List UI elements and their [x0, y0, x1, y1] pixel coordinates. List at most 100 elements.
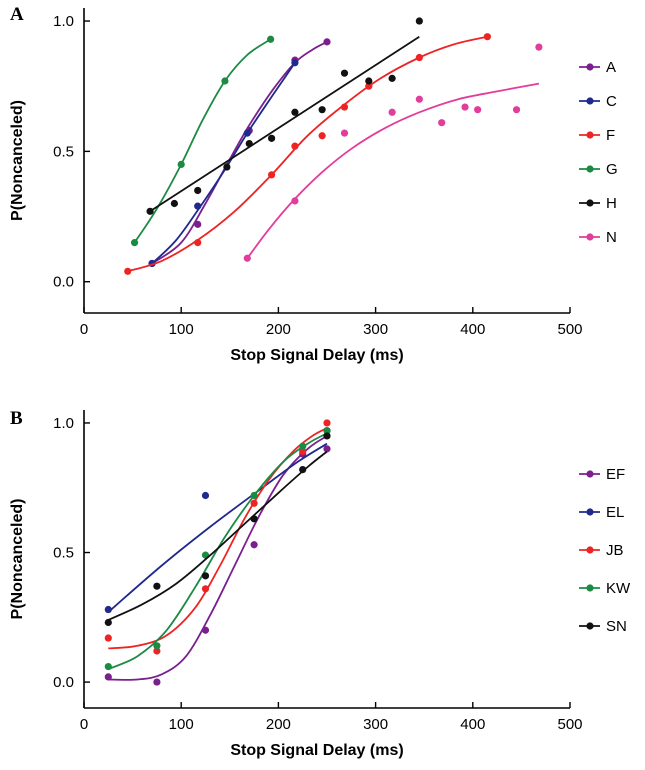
legend-label-ef: EF	[606, 466, 625, 483]
data-point-ef	[153, 678, 161, 686]
data-point-h	[340, 69, 349, 77]
legend-swatch-marker	[586, 233, 594, 241]
data-point-sn	[201, 572, 210, 580]
data-point-kw	[153, 642, 161, 650]
data-point-h	[194, 186, 202, 195]
fit-curve-g	[133, 38, 272, 244]
data-point-c	[291, 59, 299, 67]
x-tick-label: 0	[80, 716, 88, 733]
panel-a-letter: A	[10, 4, 24, 25]
data-point-f	[291, 142, 299, 150]
data-point-ef	[104, 673, 112, 681]
data-point-c	[243, 129, 251, 137]
data-point-h	[170, 199, 178, 208]
panel-a-chart: 0 100 200 300 400 500 0.0 0.5 1.0 Stop Signal Del…	[9, 8, 618, 364]
data-point-f	[267, 171, 276, 179]
panel-b-letter: B	[10, 408, 23, 429]
legend-swatch-marker	[586, 131, 594, 139]
data-point-n	[388, 108, 396, 116]
data-point-n	[438, 119, 446, 127]
data-point-kw	[104, 662, 112, 671]
x-tick-label: 300	[363, 716, 388, 733]
data-point-h	[415, 17, 423, 25]
legend-swatch-marker	[586, 63, 594, 71]
data-point-ef	[323, 445, 331, 453]
legend-label-n: N	[606, 229, 617, 246]
x-tick-label: 400	[460, 716, 485, 733]
data-point-h	[146, 207, 154, 215]
y-tick-label: 0.5	[53, 143, 74, 160]
data-point-jb	[201, 585, 210, 593]
data-point-h	[318, 106, 326, 114]
x-tick-label: 200	[266, 321, 291, 338]
x-tick-label: 0	[80, 321, 88, 338]
y-tick-label: 0.0	[53, 674, 74, 691]
data-point-n	[535, 43, 543, 51]
data-point-a	[323, 38, 331, 46]
y-tick-label: 1.0	[53, 13, 74, 30]
data-point-el	[104, 605, 112, 614]
y-tick-label: 0.0	[53, 274, 74, 291]
data-point-f	[365, 82, 373, 90]
x-axis-title: Stop Signal Delay (ms)	[230, 347, 403, 364]
data-point-ef	[201, 626, 210, 634]
y-axis-title: P(Noncanceled)	[9, 499, 26, 620]
data-point-h	[267, 134, 276, 142]
data-point-sn	[153, 582, 161, 590]
data-point-n	[415, 95, 423, 103]
data-point-el	[201, 491, 210, 500]
fit-curve-n	[246, 82, 540, 259]
fit-curve-jb	[108, 427, 328, 650]
panel-b-chart: 0 100 200 300 400 500 0.0 0.5 1.0 Stop Signal Del…	[9, 410, 631, 759]
fit-curve-kw	[107, 432, 328, 670]
legend-swatch-marker	[586, 97, 594, 105]
data-point-c	[194, 202, 202, 210]
data-point-jb	[250, 499, 258, 507]
legend-swatch-marker	[586, 165, 594, 173]
data-point-n	[243, 254, 251, 262]
data-point-g	[267, 35, 275, 43]
y-tick-label: 0.5	[53, 545, 74, 562]
legend-label-el: EL	[606, 504, 624, 521]
data-point-f	[483, 33, 491, 41]
data-point-sn	[104, 618, 112, 627]
data-point-h	[291, 108, 299, 116]
legend-swatch-marker	[586, 584, 594, 592]
data-point-n	[291, 197, 299, 205]
legend-swatch-marker	[586, 470, 594, 478]
data-point-f	[415, 53, 423, 62]
x-tick-label: 100	[169, 716, 194, 733]
data-point-g	[177, 160, 185, 169]
data-point-sn	[250, 515, 258, 523]
x-tick-label: 500	[557, 716, 582, 733]
data-point-h	[388, 74, 396, 82]
fit-curve-f	[127, 35, 488, 273]
data-point-f	[124, 267, 132, 275]
x-tick-label: 500	[557, 321, 582, 338]
data-point-kw	[250, 491, 258, 500]
data-point-g	[221, 77, 229, 85]
legend-label-c: C	[606, 93, 617, 110]
data-point-jb	[323, 419, 331, 427]
legend-label-f: F	[606, 127, 615, 144]
x-tick-label: 300	[363, 321, 388, 338]
y-tick-label: 1.0	[53, 415, 74, 432]
data-point-kw	[299, 442, 307, 450]
data-point-f	[194, 239, 202, 247]
data-point-jb	[299, 447, 307, 456]
fit-curve-el	[107, 442, 328, 613]
data-point-f	[340, 103, 349, 111]
y-axis-title: P(Noncanceled)	[9, 100, 26, 221]
fit-curve-sn	[107, 450, 328, 621]
legend-swatch-marker	[586, 546, 594, 554]
legend-swatch-marker	[586, 508, 594, 516]
x-tick-label: 100	[169, 321, 194, 338]
fit-curve-ef	[108, 435, 328, 681]
legend-label-kw: KW	[606, 580, 631, 597]
data-point-h	[245, 139, 253, 148]
data-point-n	[512, 106, 521, 114]
data-point-n	[340, 129, 349, 137]
fit-curve-h	[149, 35, 420, 213]
data-point-n	[461, 103, 469, 111]
